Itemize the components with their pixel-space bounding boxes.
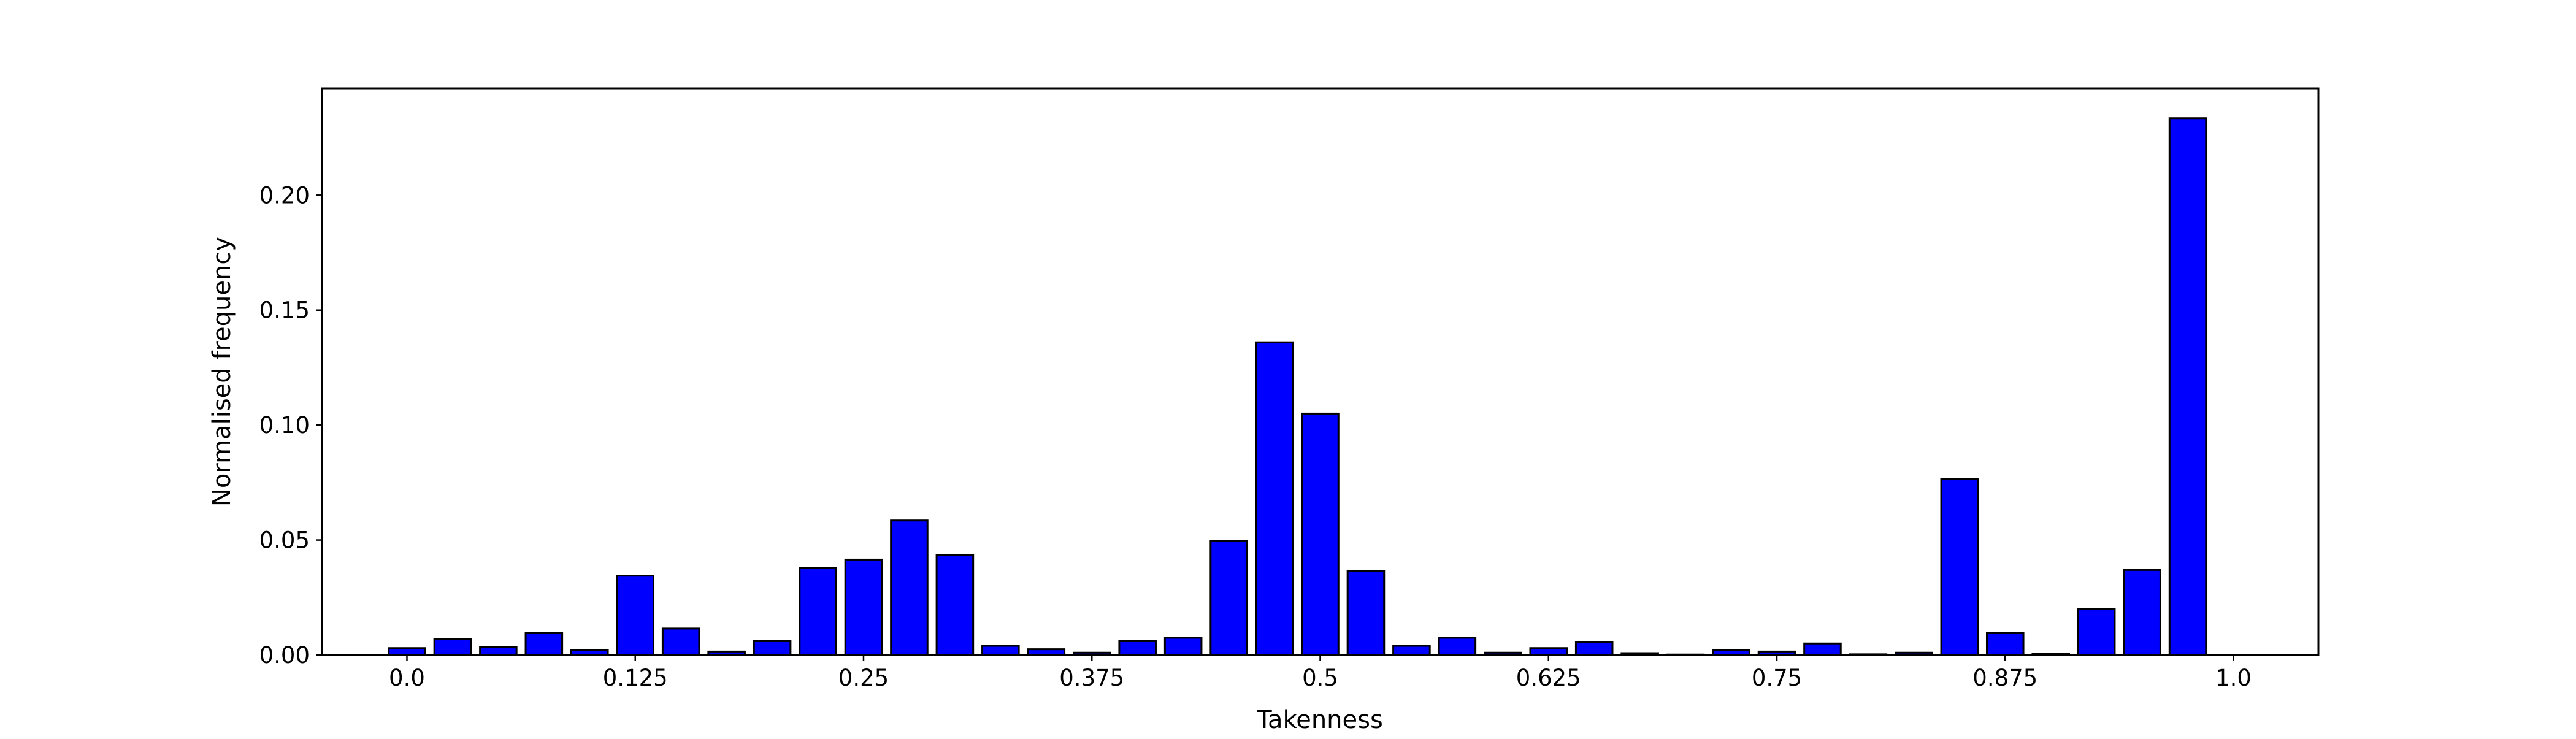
bar: [1209, 540, 1248, 656]
bar: [935, 554, 975, 656]
bar: [1438, 637, 1477, 656]
bar: [1574, 641, 1614, 656]
bar: [1118, 640, 1157, 656]
bar: [2077, 608, 2116, 656]
y-tick-label: 0.05: [259, 527, 310, 554]
bar: [1392, 645, 1431, 656]
bar: [2123, 569, 2161, 656]
bar: [1301, 412, 1340, 656]
y-tick-label: 0.10: [259, 412, 310, 438]
bars-group: [388, 117, 2207, 656]
x-axis-ticks: 0.0 0.125 0.25 0.375 0.5 0.625 0.75 0.875 1.0: [389, 655, 2252, 691]
x-tick-label: 0.5: [1302, 665, 1338, 691]
bar: [2168, 117, 2207, 656]
bar: [616, 575, 655, 656]
x-tick-label: 0.125: [603, 665, 668, 691]
y-axis-label: Normalised frequency: [208, 237, 236, 507]
bar: [433, 638, 472, 656]
bar: [753, 640, 792, 656]
y-tick-label: 0.00: [259, 642, 310, 668]
y-tick-label: 0.20: [259, 182, 310, 209]
bar: [1255, 341, 1294, 656]
x-tick-label: 0.0: [389, 665, 425, 691]
y-tick-label: 0.15: [259, 297, 310, 324]
bar: [1529, 647, 1568, 656]
bar: [981, 645, 1020, 656]
x-tick-label: 0.375: [1059, 665, 1124, 691]
bar: [1803, 642, 1842, 656]
bar: [1985, 632, 2025, 656]
bar: [799, 567, 837, 656]
x-tick-label: 0.625: [1516, 665, 1581, 691]
x-axis-label: Takenness: [1256, 706, 1383, 734]
bar: [1346, 570, 1386, 656]
bar: [1163, 637, 1203, 656]
bar: [388, 647, 426, 656]
bar: [844, 558, 883, 656]
x-tick-label: 1.0: [2215, 665, 2252, 691]
x-tick-label: 0.875: [1972, 665, 2037, 691]
bar: [524, 632, 564, 656]
x-tick-label: 0.25: [838, 665, 889, 691]
bar: [661, 627, 700, 656]
x-tick-label: 0.75: [1752, 665, 1802, 691]
bar: [1940, 478, 1979, 656]
y-axis-ticks: 0.00 0.05 0.10 0.15 0.20: [259, 182, 322, 668]
bar: [890, 519, 929, 656]
bar: [479, 646, 518, 656]
